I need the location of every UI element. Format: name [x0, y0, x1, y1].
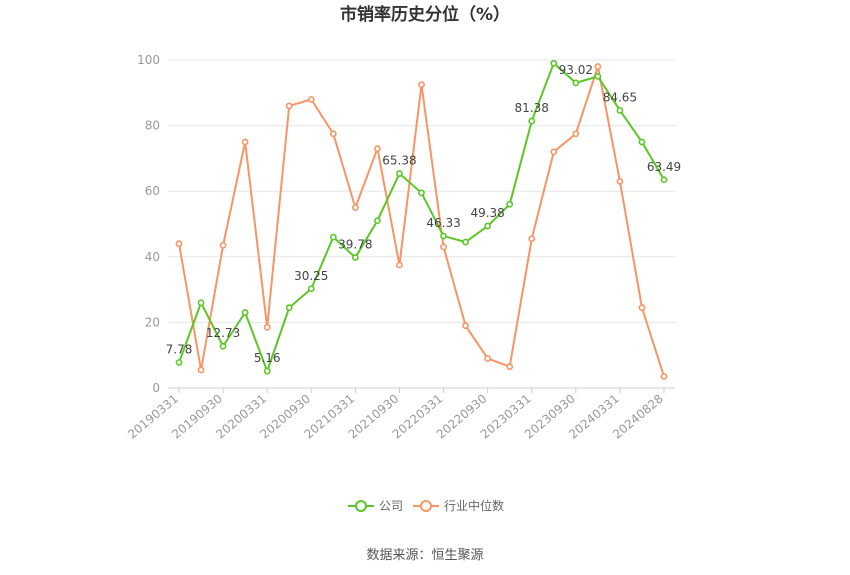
industry-series-point[interactable] — [418, 81, 425, 88]
company-series-point[interactable] — [175, 359, 183, 366]
company-series-point[interactable] — [329, 233, 337, 241]
company-data-label: 12.73 — [206, 326, 240, 340]
data-source: 数据来源：恒生聚源 — [366, 548, 483, 563]
industry-series-point[interactable] — [329, 130, 337, 138]
company-data-label: 5.16 — [254, 351, 281, 365]
company-series-point[interactable] — [307, 285, 315, 293]
company-series-line — [178, 62, 665, 373]
industry-series-point[interactable] — [263, 323, 271, 331]
y-tick-label: 60 — [145, 184, 160, 198]
y-tick-label: 20 — [145, 315, 160, 329]
company-series-point[interactable] — [396, 170, 403, 177]
company-series-point[interactable] — [440, 232, 447, 240]
company-series-point[interactable] — [506, 200, 514, 208]
series-layer — [175, 59, 668, 380]
legend-marker-industry — [420, 500, 432, 512]
legend-marker-company — [355, 500, 367, 512]
company-data-label: 84.65 — [603, 90, 637, 104]
company-series-point[interactable] — [660, 176, 668, 184]
y-tick-label: 40 — [145, 250, 160, 264]
legend[interactable]: 公司 行业中位数 — [348, 498, 504, 513]
legend-label-industry: 行业中位数 — [444, 498, 504, 513]
company-series-point[interactable] — [594, 73, 602, 80]
legend-item-company[interactable]: 公司 — [348, 499, 403, 513]
company-series-point[interactable] — [285, 304, 293, 312]
legend-label-company: 公司 — [379, 499, 403, 513]
industry-series-point[interactable] — [219, 241, 227, 249]
company-series-point[interactable] — [374, 217, 381, 225]
company-series-point[interactable] — [197, 299, 205, 307]
industry-series-point[interactable] — [572, 130, 580, 138]
company-data-label: 39.78 — [338, 238, 372, 252]
company-series-point[interactable] — [638, 138, 646, 146]
company-data-label: 81.38 — [515, 101, 549, 115]
industry-series-point[interactable] — [594, 63, 602, 70]
company-series-point[interactable] — [219, 342, 227, 350]
axes: 0204060801002019033120190930202003312020… — [125, 53, 675, 442]
company-series-point[interactable] — [572, 79, 580, 87]
industry-series-point[interactable] — [616, 177, 624, 185]
industry-series-point[interactable] — [528, 235, 536, 243]
company-series-point[interactable] — [418, 189, 425, 197]
y-tick-label: 80 — [145, 119, 160, 133]
company-data-label: 30.25 — [294, 269, 328, 283]
industry-series-point[interactable] — [175, 240, 183, 248]
company-data-label: 7.78 — [166, 342, 193, 356]
company-data-label: 93.02 — [559, 63, 593, 77]
y-tick-label: 0 — [152, 381, 160, 395]
industry-series-point[interactable] — [506, 363, 514, 371]
industry-series-point[interactable] — [440, 243, 447, 251]
industry-series-point[interactable] — [638, 304, 646, 312]
industry-series-point[interactable] — [550, 148, 558, 156]
industry-series-point[interactable] — [351, 204, 359, 211]
company-series-point[interactable] — [528, 117, 536, 125]
company-data-label: 46.33 — [426, 216, 460, 230]
company-series-point[interactable] — [550, 59, 558, 67]
industry-series-point[interactable] — [484, 355, 492, 362]
company-series-point[interactable] — [462, 238, 469, 246]
company-series-point[interactable] — [241, 309, 249, 316]
data-labels: 7.78 12.73 5.16 30.25 39.78 65.38 46.33 49.38 81… — [166, 63, 682, 365]
industry-series-point[interactable] — [660, 373, 668, 380]
company-data-label: 65.38 — [382, 154, 416, 168]
industry-series-point[interactable] — [307, 95, 315, 103]
chart-title: 市销率历史分位（%） — [340, 4, 510, 25]
industry-series-point[interactable] — [374, 145, 381, 152]
company-series-point[interactable] — [351, 254, 359, 261]
industry-series-point[interactable] — [462, 322, 469, 330]
y-tick-label: 100 — [137, 53, 160, 67]
company-series-point[interactable] — [263, 367, 271, 375]
industry-series-point[interactable] — [396, 261, 403, 269]
legend-item-industry[interactable]: 行业中位数 — [413, 498, 504, 513]
company-data-label: 49.38 — [470, 206, 504, 220]
industry-series-point[interactable] — [197, 366, 205, 374]
company-data-label: 63.49 — [647, 160, 681, 174]
industry-series-point[interactable] — [241, 138, 249, 146]
company-series-point[interactable] — [616, 106, 624, 114]
industry-series-point[interactable] — [285, 102, 293, 110]
company-series-point[interactable] — [484, 222, 492, 230]
